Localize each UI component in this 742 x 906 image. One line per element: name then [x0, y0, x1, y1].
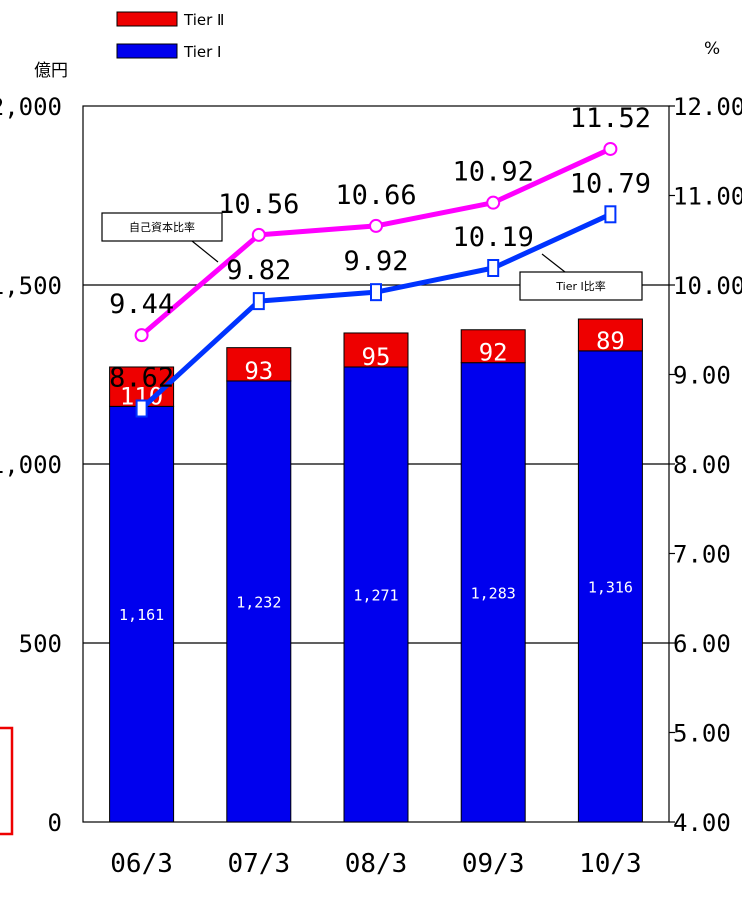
callout-tier1-ratio-box [519, 271, 643, 301]
callout-total-ratio-box [101, 212, 223, 242]
line-point-total-ratio [369, 218, 383, 233]
right-axis-ticks: 4.00 5.00 6.00 7.00 8.00 9.00 10.00 11.00 12.00 [669, 93, 742, 837]
right-tick-label: 12.00 [673, 93, 742, 121]
bar-tier2-label: 92 [479, 339, 508, 367]
line-point-total-ratio [134, 328, 149, 343]
x-axis-ticks: 06/3 07/3 08/3 09/3 10/3 [110, 849, 641, 879]
ratio-lines [134, 141, 618, 418]
right-axis-unit: % [704, 39, 720, 59]
x-tick-label: 08/3 [345, 849, 408, 879]
bar-tier1-label: 1,316 [588, 578, 633, 596]
right-tick-label: 4.00 [673, 809, 731, 837]
callout-tier1-ratio-label: Tier Ⅰ比率 [555, 279, 605, 293]
line-point-total-ratio [603, 141, 618, 156]
bar-tier1 [460, 362, 526, 823]
line-value-label: 9.44 [109, 289, 174, 320]
callout-total-ratio: 自己資本比率 [101, 212, 223, 263]
right-tick-label: 5.00 [673, 720, 731, 748]
legend-label-tier1: Tier Ⅰ [183, 43, 221, 61]
line-value-label: 8.62 [109, 363, 174, 394]
line-value-label: 10.92 [453, 157, 534, 188]
callout-total-ratio-label: 自己資本比率 [129, 220, 195, 234]
x-tick-label: 06/3 [110, 849, 173, 879]
bar-tier1 [109, 405, 175, 823]
bar-tier1-label: 1,161 [119, 606, 164, 624]
legend-swatch-tier2 [116, 11, 178, 27]
bar-tier1 [343, 366, 409, 823]
line-point-tier1-ratio [604, 205, 617, 224]
legend-swatch-tier1 [116, 43, 178, 59]
legend: Tier Ⅱ Tier Ⅰ [116, 11, 224, 61]
left-tick-label: 1,500 [0, 272, 62, 300]
right-tick-label: 11.00 [673, 183, 742, 211]
line-value-label: 10.79 [570, 168, 651, 199]
right-tick-label: 7.00 [673, 541, 731, 569]
line-value-label: 11.52 [570, 103, 651, 134]
callout-tier1-ratio-leader [541, 253, 566, 273]
x-tick-label: 09/3 [462, 849, 525, 879]
line-point-tier1-ratio [487, 258, 500, 277]
left-axis-ticks: 0 500 1,000 1,500 2,000 [0, 93, 62, 837]
right-tick-label: 9.00 [673, 362, 731, 390]
line-value-label: 9.92 [343, 246, 408, 277]
line-point-total-ratio [251, 227, 266, 242]
right-tick-label: 6.00 [673, 630, 731, 658]
bar-tier2-label: 89 [596, 327, 625, 355]
left-tick-label: 1,000 [0, 451, 62, 479]
left-edge-bracket [0, 726, 14, 836]
bar-tier2 [577, 318, 643, 352]
left-axis-unit: 億円 [34, 61, 68, 81]
bar-tier2 [343, 332, 409, 368]
line-point-total-ratio [486, 195, 501, 210]
line-point-tier1-ratio [135, 399, 148, 418]
callout-total-ratio-leader [191, 240, 219, 263]
bar-tier1-label: 1,271 [353, 586, 398, 604]
line-value-label: 10.56 [218, 189, 299, 220]
line-value-label: 10.66 [335, 180, 416, 211]
ratio-labels: 9.44 10.56 10.66 10.92 11.52 8.62 9.82 9.92 10.1… [109, 103, 651, 394]
right-tick-label: 8.00 [673, 451, 731, 479]
x-tick-label: 07/3 [227, 849, 290, 879]
bar-tier2-label: 93 [244, 357, 273, 385]
line-value-label: 10.19 [453, 222, 534, 253]
line-point-tier1-ratio [252, 292, 265, 311]
bar-tier2-label: 95 [362, 343, 391, 371]
line-point-tier1-ratio [370, 283, 382, 302]
line-value-label: 9.82 [226, 255, 291, 286]
left-tick-label: 2,000 [0, 93, 62, 121]
left-tick-label: 0 [48, 809, 62, 837]
bar-tier1-label: 1,232 [236, 593, 281, 611]
line-series-total-ratio [139, 146, 612, 338]
bar-tier2 [226, 347, 292, 382]
callout-tier1-ratio: Tier Ⅰ比率 [519, 253, 643, 301]
right-tick-label: 10.00 [673, 272, 742, 300]
bar-tier2 [460, 329, 526, 364]
bar-tier1-label: 1,283 [471, 584, 516, 602]
plot-area: 0 500 1,000 1,500 2,000 4.00 5.00 6.00 7.00 8.00… [0, 93, 742, 879]
legend-label-tier2: Tier Ⅱ [183, 11, 224, 29]
left-tick-label: 500 [19, 630, 62, 658]
bar-tier1 [577, 350, 643, 823]
x-tick-label: 10/3 [579, 849, 642, 879]
